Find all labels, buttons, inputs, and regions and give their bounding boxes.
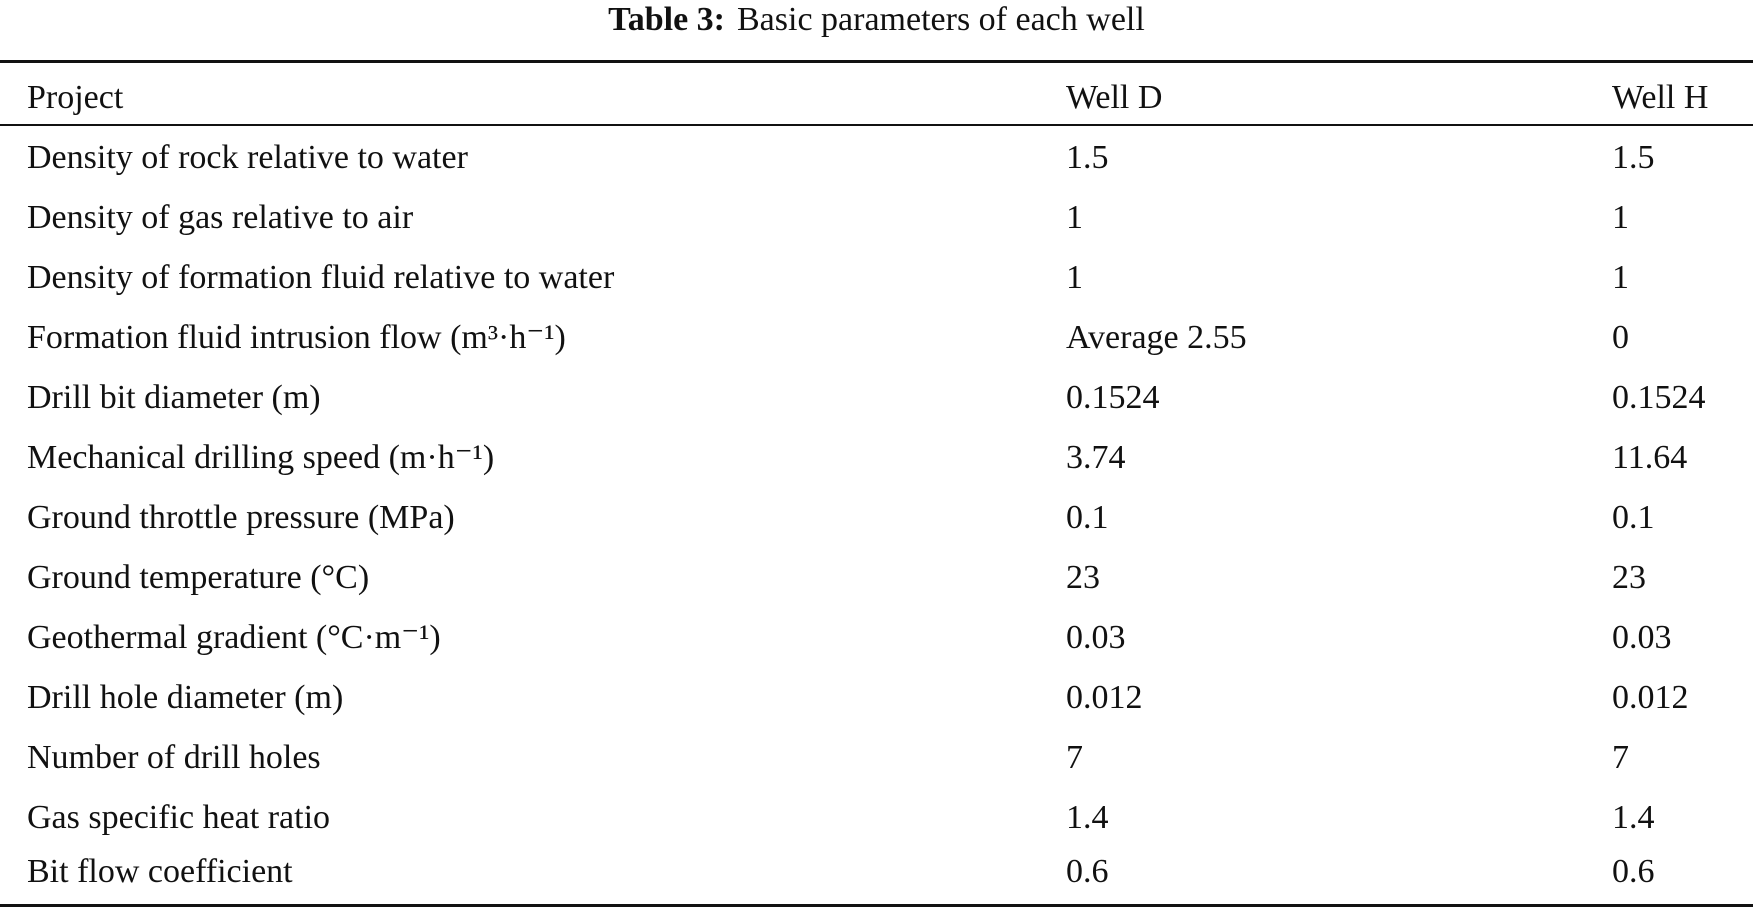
cell-project: Density of formation fluid relative to w… — [27, 259, 615, 296]
cell-well-d: 1.4 — [1066, 799, 1109, 836]
cell-project: Drill bit diameter (m) — [27, 379, 321, 416]
cell-well-d: 0.1 — [1066, 499, 1109, 536]
table-title: Basic parameters of each well — [737, 1, 1145, 38]
cell-well-d: 0.03 — [1066, 619, 1126, 656]
cell-project: Number of drill holes — [27, 739, 321, 776]
cell-well-h: 0.03 — [1612, 619, 1672, 656]
table-row: Geothermal gradient (°C·m⁻¹) 0.03 0.03 — [0, 608, 1753, 668]
cell-well-h: 1.4 — [1612, 799, 1655, 836]
cell-well-h: 0.1524 — [1612, 379, 1706, 416]
cell-well-d: 1 — [1066, 259, 1083, 296]
cell-project: Ground temperature (°C) — [27, 559, 370, 596]
table-row: Density of formation fluid relative to w… — [0, 248, 1753, 308]
table-header-row: Project Well D Well H — [0, 68, 1753, 128]
column-header-well-h: Well H — [1612, 79, 1709, 116]
cell-well-h: 7 — [1612, 739, 1629, 776]
table-caption: Table 3: Basic parameters of each well — [0, 0, 1753, 40]
cell-well-h: 0.012 — [1612, 679, 1689, 716]
cell-well-d: 0.1524 — [1066, 379, 1160, 416]
table-row: Number of drill holes 7 7 — [0, 728, 1753, 788]
cell-project: Formation fluid intrusion flow (m³·h⁻¹) — [27, 319, 566, 356]
cell-project: Gas specific heat ratio — [27, 799, 331, 836]
table-label: Table 3: — [608, 1, 725, 38]
table-row: Drill hole diameter (m) 0.012 0.012 — [0, 668, 1753, 728]
column-header-well-d: Well D — [1066, 79, 1163, 116]
cell-well-d: 1.5 — [1066, 139, 1109, 176]
table-row: Bit flow coefficient 0.6 0.6 — [0, 842, 1753, 902]
table-row: Density of rock relative to water 1.5 1.… — [0, 128, 1753, 188]
cell-project: Geothermal gradient (°C·m⁻¹) — [27, 619, 441, 656]
cell-project: Mechanical drilling speed (m·h⁻¹) — [27, 439, 495, 476]
table-row: Drill bit diameter (m) 0.1524 0.1524 — [0, 368, 1753, 428]
cell-well-h: 0 — [1612, 319, 1629, 356]
cell-well-h: 1 — [1612, 199, 1629, 236]
cell-well-d: 3.74 — [1066, 439, 1126, 476]
cell-well-d: 7 — [1066, 739, 1083, 776]
cell-well-h: 0.6 — [1612, 853, 1655, 890]
cell-well-d: 0.6 — [1066, 853, 1109, 890]
cell-well-d: 23 — [1066, 559, 1100, 596]
column-header-project: Project — [27, 79, 124, 116]
table-row: Gas specific heat ratio 1.4 1.4 — [0, 788, 1753, 848]
cell-well-d: Average 2.55 — [1066, 319, 1247, 356]
cell-well-h: 1 — [1612, 259, 1629, 296]
table-row: Density of gas relative to air 1 1 — [0, 188, 1753, 248]
cell-project: Density of gas relative to air — [27, 199, 414, 236]
cell-well-d: 1 — [1066, 199, 1083, 236]
cell-project: Bit flow coefficient — [27, 853, 293, 890]
header-rule — [0, 124, 1753, 126]
cell-well-h: 11.64 — [1612, 439, 1688, 476]
cell-well-h: 1.5 — [1612, 139, 1655, 176]
cell-well-h: 0.1 — [1612, 499, 1655, 536]
table-row: Mechanical drilling speed (m·h⁻¹) 3.74 1… — [0, 428, 1753, 488]
cell-project: Drill hole diameter (m) — [27, 679, 344, 716]
bottom-rule — [0, 904, 1753, 907]
cell-project: Ground throttle pressure (MPa) — [27, 499, 455, 536]
cell-well-d: 0.012 — [1066, 679, 1143, 716]
table-row: Ground temperature (°C) 23 23 — [0, 548, 1753, 608]
cell-project: Density of rock relative to water — [27, 139, 468, 176]
table-row: Ground throttle pressure (MPa) 0.1 0.1 — [0, 488, 1753, 548]
table-row: Formation fluid intrusion flow (m³·h⁻¹) … — [0, 308, 1753, 368]
cell-well-h: 23 — [1612, 559, 1646, 596]
top-rule — [0, 60, 1753, 63]
